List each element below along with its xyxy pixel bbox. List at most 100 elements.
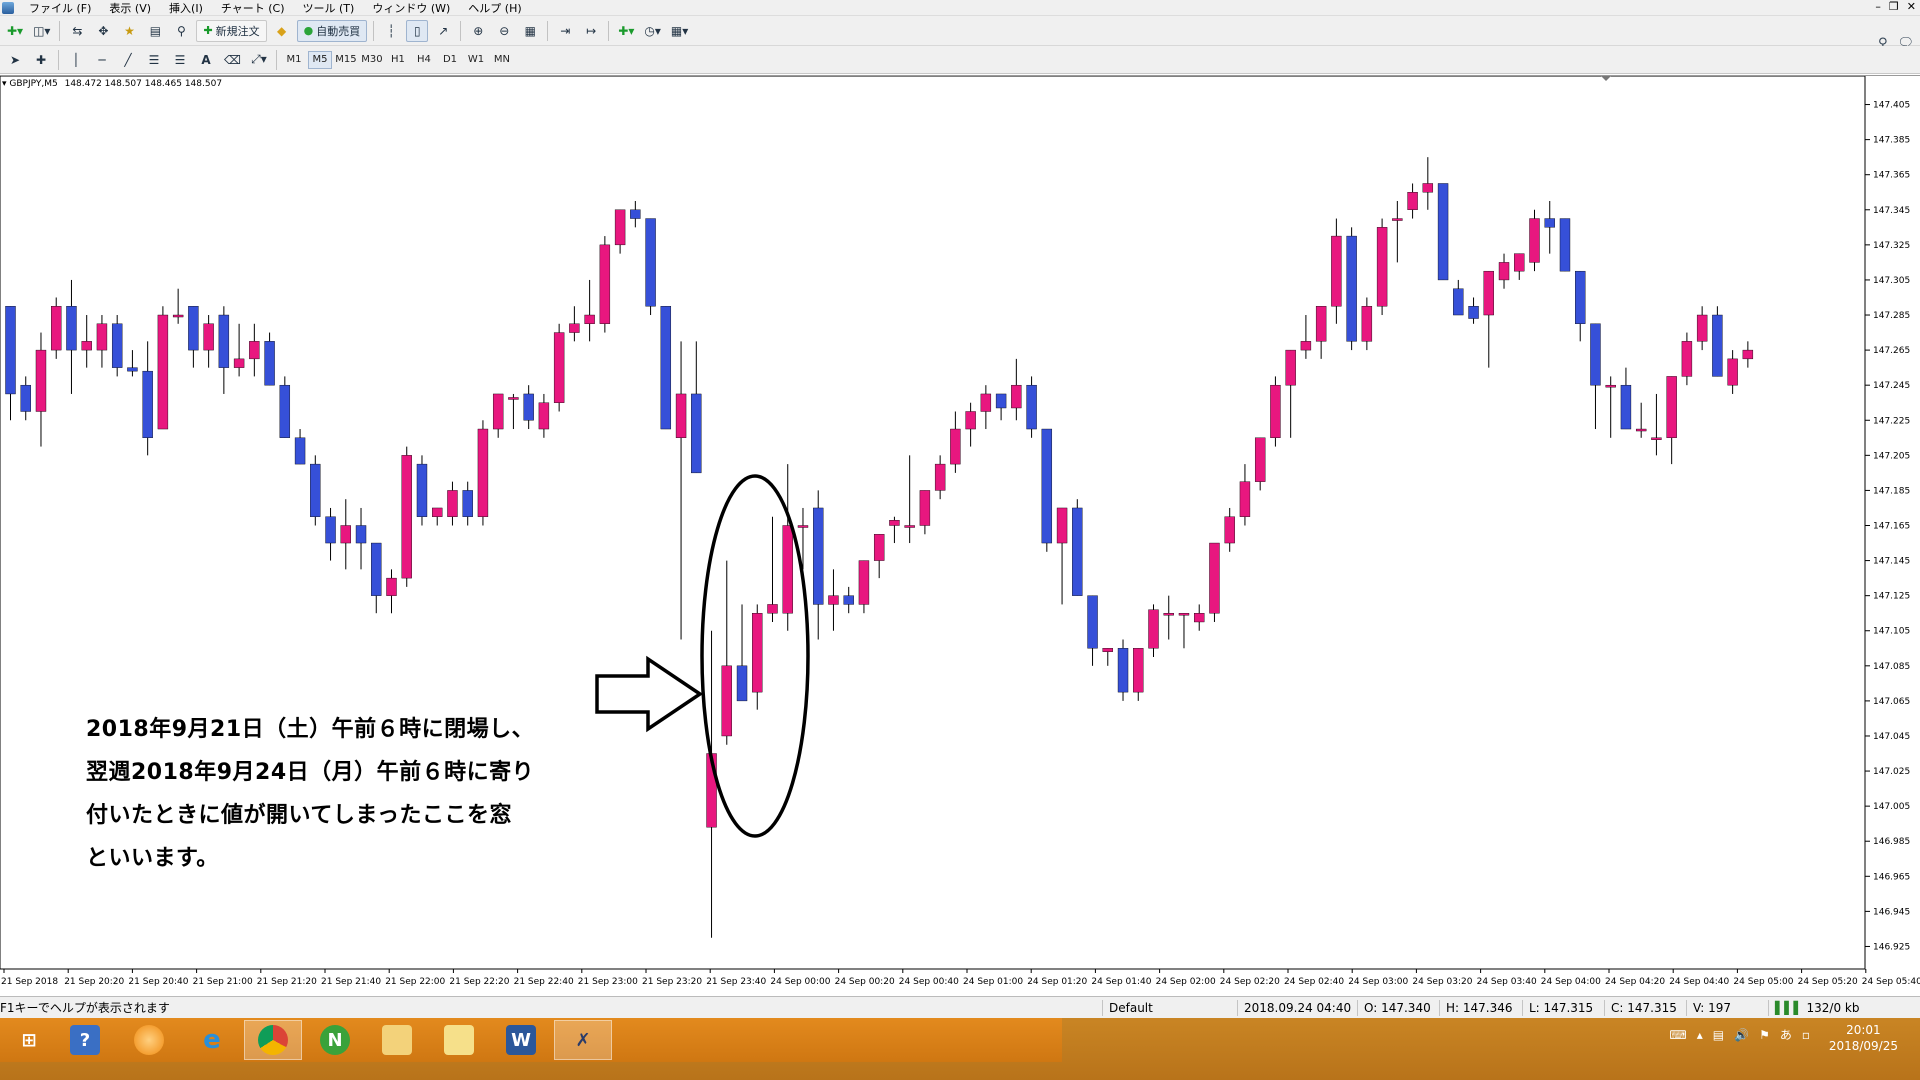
bull-candle xyxy=(1011,384,1022,409)
bull-candle xyxy=(1742,349,1754,360)
timeframe-d1[interactable]: D1 xyxy=(442,54,457,65)
start-button[interactable]: ⊞ xyxy=(0,1020,58,1060)
bear-candle xyxy=(1590,323,1601,386)
market-watch-icon[interactable]: ⇆ xyxy=(72,23,83,38)
y-tick-label: 147.305 xyxy=(1873,276,1910,286)
search-icon[interactable]: ⚲ xyxy=(1877,36,1888,51)
tester-icon[interactable]: ⚲ xyxy=(177,23,186,38)
taskbar-notes[interactable] xyxy=(430,1020,488,1060)
timeframe-h4[interactable]: H4 xyxy=(417,54,431,65)
horizontal-line-icon[interactable]: ─ xyxy=(98,52,106,67)
notes-icon xyxy=(444,1025,474,1055)
bear-candle xyxy=(142,370,153,439)
bull-candle xyxy=(1514,253,1525,272)
menu-help[interactable]: ヘルプ (H) xyxy=(468,1,522,15)
taskbar-chrome[interactable] xyxy=(244,1020,302,1060)
periods-icon[interactable]: ◷▾ xyxy=(644,23,661,38)
close-icon[interactable]: ✕ xyxy=(1906,0,1916,13)
navigator-icon[interactable]: ★ xyxy=(124,23,135,38)
keyboard-icon[interactable]: ⌨ xyxy=(1669,1027,1687,1042)
auto-trading-button[interactable]: ● 自動売買 xyxy=(296,19,368,42)
bull-candle xyxy=(782,525,793,614)
bull-candle xyxy=(1651,437,1662,440)
x-tick-label: 21 Sep 21:40 xyxy=(321,977,381,987)
bear-candle xyxy=(1468,306,1479,319)
bull-candle xyxy=(675,393,687,439)
bar-chart-icon[interactable]: ┆ xyxy=(387,23,395,38)
arrows-icon[interactable]: ⤢▾ xyxy=(251,52,267,66)
fibonacci-icon[interactable]: ☰ xyxy=(174,52,186,67)
chart-shift-icon[interactable]: ↦ xyxy=(586,23,597,38)
templates-icon[interactable]: ▦▾ xyxy=(670,23,689,38)
zoom-in-icon[interactable]: ⊕ xyxy=(473,23,484,38)
line-chart-icon[interactable]: ↗ xyxy=(438,23,449,38)
y-tick-label: 147.285 xyxy=(1873,311,1910,321)
taskbar-app-orange[interactable] xyxy=(120,1020,178,1060)
ime-icon[interactable]: あ xyxy=(1779,1028,1792,1042)
menu-view[interactable]: 表示 (V) xyxy=(109,1,152,15)
data-window-icon[interactable]: ✥ xyxy=(98,23,109,38)
new-order-button[interactable]: ✚ 新規注文 xyxy=(196,19,267,42)
timeframe-m15[interactable]: M15 xyxy=(335,54,357,65)
menu-tools[interactable]: ツール (T) xyxy=(302,1,355,15)
autoscroll-icon[interactable]: ⇥ xyxy=(560,23,571,38)
x-tick-label: 24 Sep 05:40 xyxy=(1862,977,1920,987)
timeframe-m1[interactable]: M1 xyxy=(286,54,302,65)
bear-candle xyxy=(736,665,748,702)
taskbar-explorer[interactable] xyxy=(368,1020,426,1060)
profiles-icon[interactable]: ◫▾ xyxy=(33,23,51,38)
menu-window[interactable]: ウィンドウ (W) xyxy=(372,1,451,15)
timeframe-m5[interactable]: M5 xyxy=(307,50,332,69)
metatrader-icon: ✗ xyxy=(575,1029,591,1051)
channel-icon[interactable]: ☰ xyxy=(148,52,160,67)
crosshair-icon[interactable]: ✚ xyxy=(35,52,47,67)
terminal-icon[interactable]: ▤ xyxy=(149,23,162,38)
window-controls: – ❐ ✕ xyxy=(1875,0,1916,13)
restore-icon[interactable]: ❐ xyxy=(1888,0,1899,13)
bull-candle xyxy=(1300,341,1312,351)
tile-windows-icon[interactable]: ▦ xyxy=(524,23,536,38)
zoom-out-icon[interactable]: ⊖ xyxy=(499,23,510,38)
menu-file[interactable]: ファイル (F) xyxy=(29,1,92,15)
minimize-icon[interactable]: – xyxy=(1875,0,1881,13)
timeframe-mn[interactable]: MN xyxy=(493,54,511,65)
orange-ball-icon xyxy=(134,1025,164,1055)
x-tick-label: 24 Sep 01:20 xyxy=(1027,977,1087,987)
flag-icon[interactable]: ⚑ xyxy=(1759,1027,1770,1042)
clock-time: 20:01 xyxy=(1846,1023,1881,1037)
new-chart-icon[interactable]: ✚▾ xyxy=(7,23,24,38)
network-icon[interactable]: ▤ xyxy=(1712,1027,1725,1042)
timeframe-h1[interactable]: H1 xyxy=(391,54,405,65)
toolbar-separator xyxy=(373,20,375,41)
clock[interactable]: 20:01 2018/09/25 xyxy=(1829,1022,1898,1054)
tray-chevron-icon[interactable]: ▴ xyxy=(1696,1027,1703,1042)
trendline-icon[interactable]: ╱ xyxy=(124,52,132,67)
text-icon[interactable]: A xyxy=(201,52,211,67)
chart-window[interactable]: 147.405 147.385 147.365 147.345 147.325 147.3… xyxy=(0,75,1920,995)
candlestick-icon[interactable]: ▯ xyxy=(406,19,429,42)
taskbar-word[interactable]: W xyxy=(492,1020,550,1060)
x-tick-label: 21 Sep 22:20 xyxy=(449,977,509,987)
candlestick-chart[interactable]: 147.405 147.385 147.365 147.345 147.325 147.3… xyxy=(0,76,1920,996)
indicators-icon[interactable]: ✚▾ xyxy=(618,23,635,38)
x-tick-label: 21 Sep 20:20 xyxy=(64,977,124,987)
metaeditor-icon[interactable]: ◆ xyxy=(277,23,287,38)
taskbar-help[interactable]: ? xyxy=(56,1020,114,1060)
timeframe-w1[interactable]: W1 xyxy=(467,54,485,65)
text-label-icon[interactable]: ⌫ xyxy=(224,52,241,67)
timeframe-m30[interactable]: M30 xyxy=(361,54,383,65)
taskbar-ie[interactable]: e xyxy=(183,1020,241,1060)
bear-candle xyxy=(371,542,382,596)
notification-icon[interactable]: ▫ xyxy=(1801,1027,1810,1042)
menu-chart[interactable]: チャート (C) xyxy=(220,1,285,15)
annotation-line: 翌週2018年9月24日（月）午前６時に寄り xyxy=(86,760,535,785)
cursor-icon[interactable]: ➤ xyxy=(9,52,21,67)
x-tick-label: 24 Sep 04:20 xyxy=(1605,977,1665,987)
taskbar-app-green[interactable]: N xyxy=(306,1020,364,1060)
vertical-line-icon[interactable]: │ xyxy=(72,52,80,67)
bear-candle xyxy=(660,306,672,430)
menu-insert[interactable]: 挿入(I) xyxy=(169,1,203,15)
volume-icon[interactable]: 🔊 xyxy=(1734,1027,1750,1042)
x-tick-label: 21 Sep 23:20 xyxy=(642,977,702,987)
taskbar-metatrader[interactable]: ✗ xyxy=(554,1020,612,1060)
